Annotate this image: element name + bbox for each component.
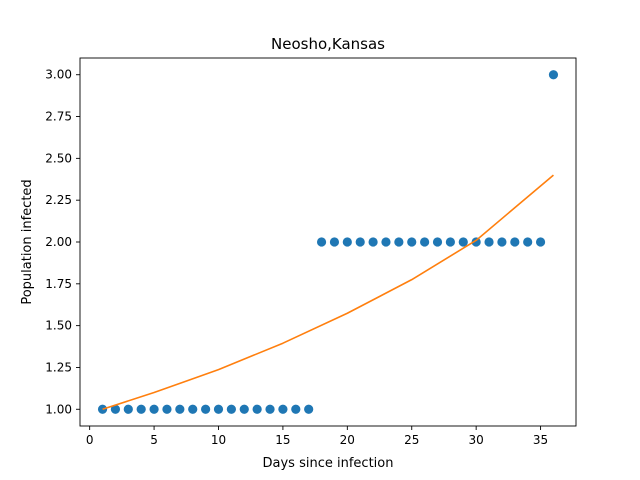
axes: 0 5 10 15 20 25 30 35 1.00 1.25 1.50 1.75 2.00 2.25 2.…: [45, 57, 577, 447]
series-line-fit: [102, 174, 554, 411]
data-point: [162, 404, 172, 414]
y-tick-label: 2.25: [45, 193, 72, 207]
y-tick-label: 1.00: [45, 402, 72, 416]
data-point: [239, 404, 249, 414]
x-tick-label: 10: [211, 433, 226, 447]
x-tick-label: 30: [469, 433, 484, 447]
y-tick-label: 3.00: [45, 68, 72, 82]
data-point: [123, 404, 133, 414]
data-point: [188, 404, 198, 414]
data-point: [458, 237, 468, 247]
data-point: [407, 237, 417, 247]
x-tick-label: 15: [275, 433, 290, 447]
x-tick-label: 5: [150, 433, 158, 447]
data-point: [445, 237, 455, 247]
y-tick-label: 2.50: [45, 151, 72, 165]
y-tick-label: 1.50: [45, 319, 72, 333]
data-point: [175, 404, 185, 414]
data-point: [136, 404, 146, 414]
data-point: [510, 237, 520, 247]
data-point: [265, 404, 275, 414]
data-point: [291, 404, 301, 414]
data-point: [342, 237, 352, 247]
chart-title: Neosho,Kansas: [271, 35, 385, 53]
data-point: [201, 404, 211, 414]
data-point: [213, 404, 224, 414]
data-point: [329, 237, 340, 247]
x-tick-label: 35: [533, 433, 548, 447]
data-point: [497, 237, 507, 247]
x-tick-label: 20: [340, 433, 355, 447]
data-point: [484, 237, 494, 247]
data-point: [252, 404, 262, 414]
y-tick-label: 2.75: [45, 110, 72, 124]
x-tick-label: 25: [404, 433, 419, 447]
data-point: [368, 237, 378, 247]
y-axis-label: Population infected: [20, 179, 35, 304]
data-point: [420, 237, 430, 247]
data-point: [394, 237, 404, 247]
x-axis-label: Days since infection: [263, 456, 394, 471]
plot-area: [97, 70, 559, 414]
x-tick-label: 0: [86, 433, 94, 447]
y-tick-label: 1.25: [45, 360, 72, 374]
data-point: [355, 237, 365, 247]
data-point: [278, 404, 288, 414]
data-point: [535, 237, 546, 247]
data-point: [226, 404, 236, 414]
data-point: [316, 237, 327, 247]
data-point: [304, 404, 314, 414]
data-point: [432, 237, 443, 247]
data-point: [523, 237, 533, 247]
data-point: [149, 404, 159, 414]
data-point: [548, 70, 559, 80]
data-point: [110, 404, 121, 414]
data-point: [381, 237, 391, 247]
data-point: [471, 237, 481, 247]
y-tick-label: 2.00: [45, 235, 72, 249]
y-tick-label: 1.75: [45, 277, 72, 291]
